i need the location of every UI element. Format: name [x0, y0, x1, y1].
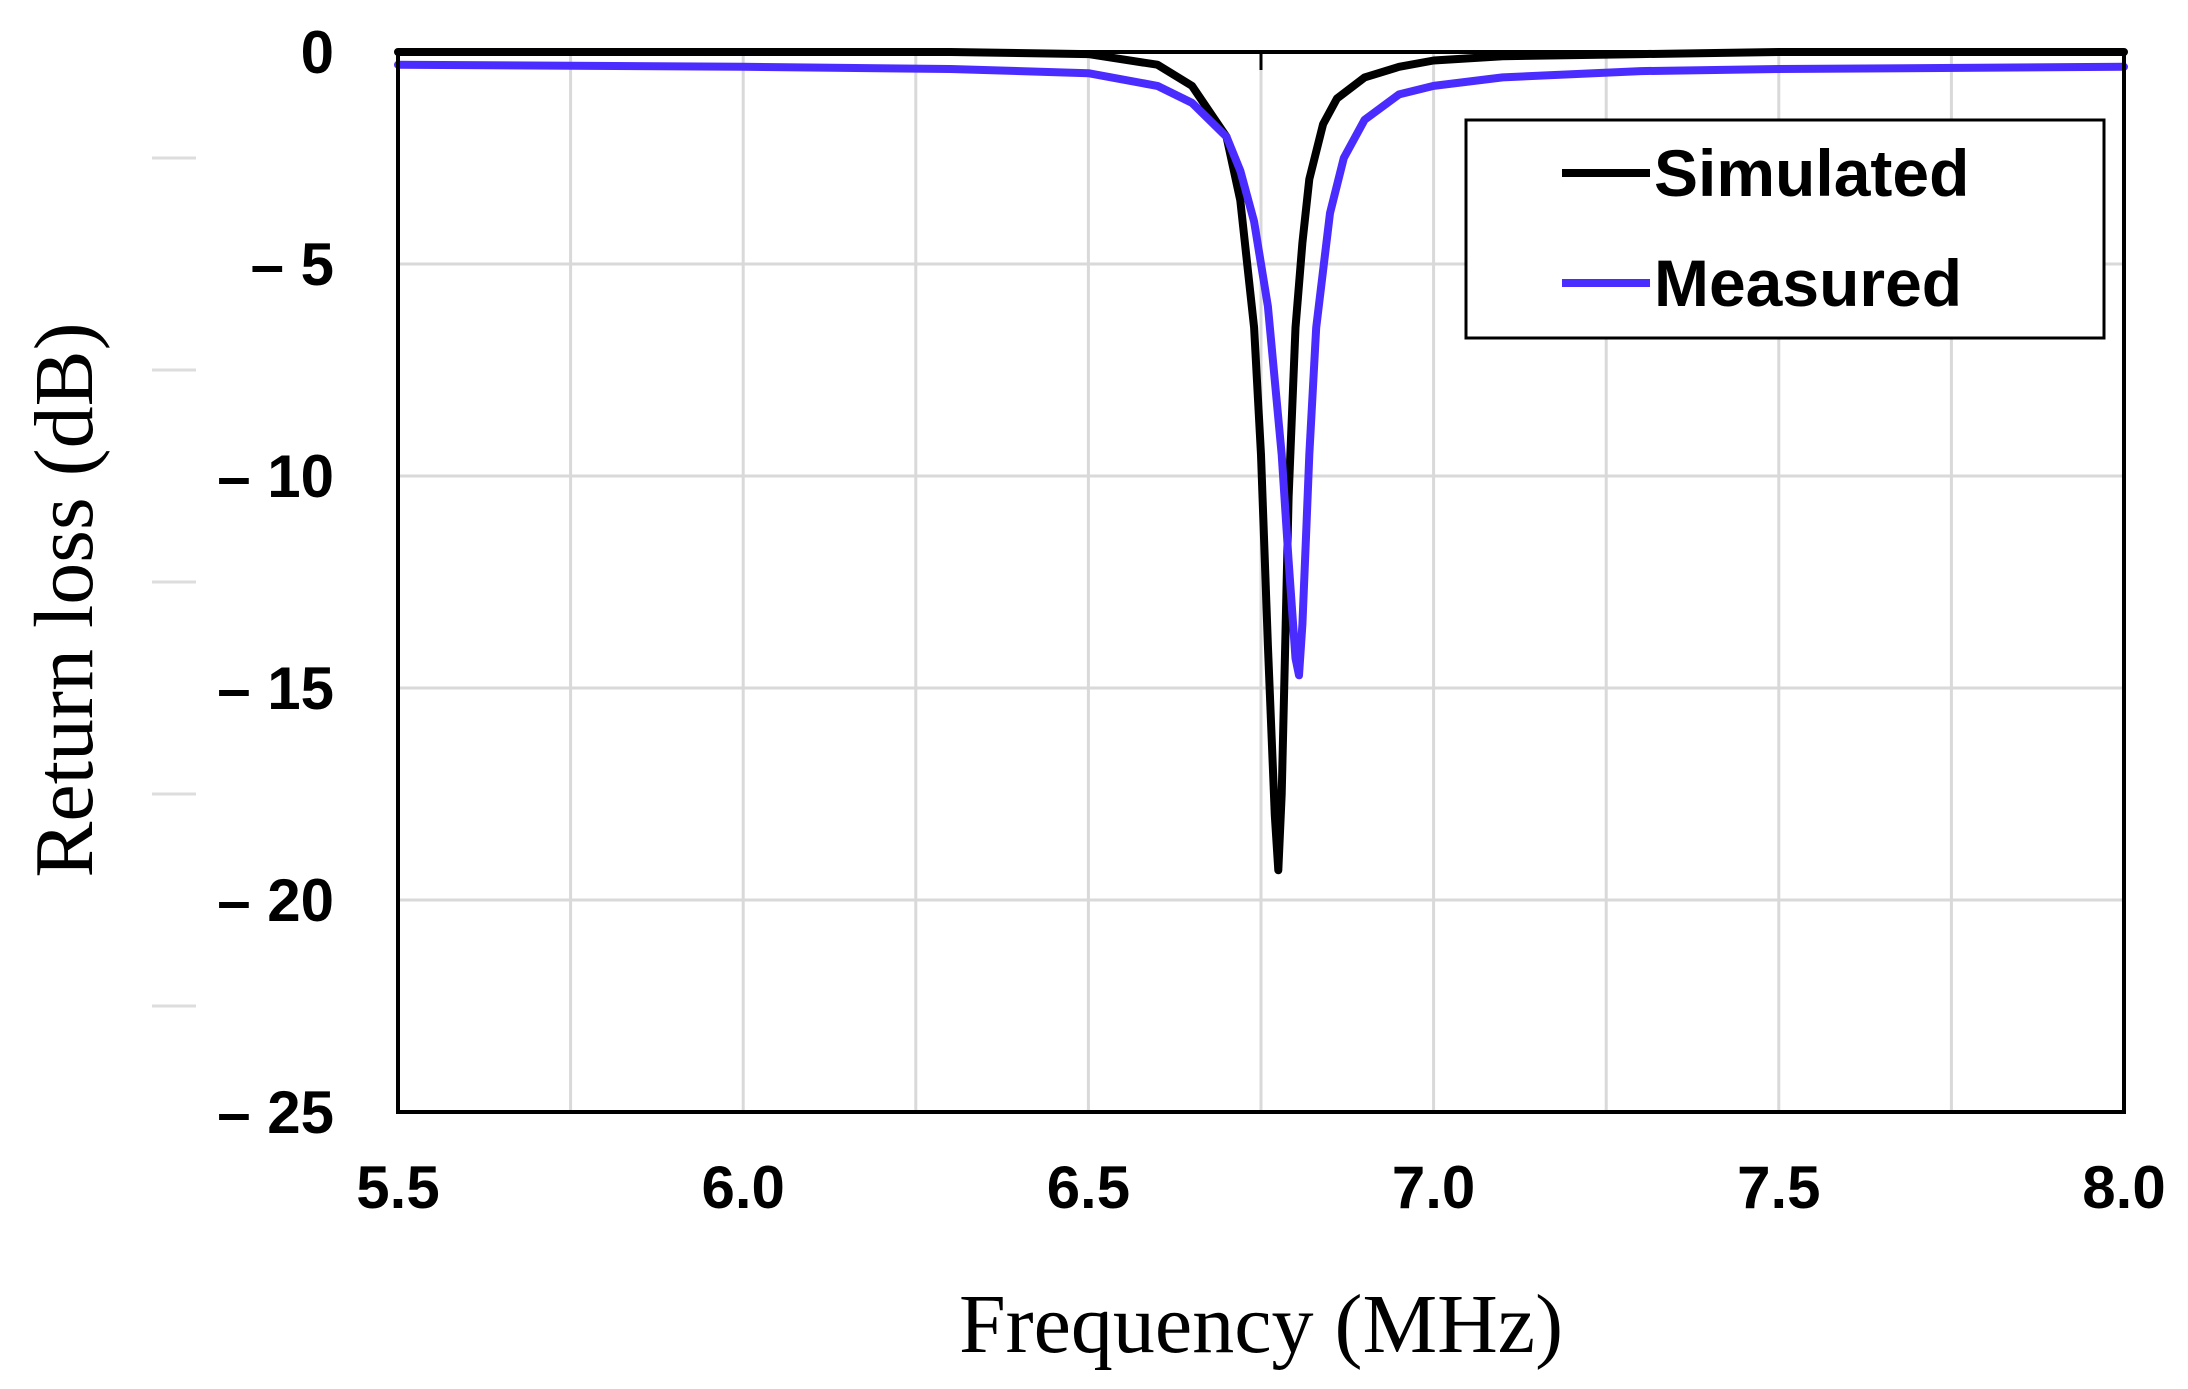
ticks-layer: [152, 52, 1263, 1008]
legend-label-simulated: Simulated: [1654, 136, 1969, 210]
y-tick-label: 0: [301, 19, 334, 86]
y-tick-labels: 0 – 5 – 10 – 15 – 20 – 25: [217, 19, 334, 1146]
x-tick-label: 5.5: [356, 1154, 439, 1221]
x-tick-label: 7.5: [1737, 1154, 1820, 1221]
x-axis-title: Frequency (MHz): [959, 1278, 1563, 1371]
x-tick-label: 7.0: [1392, 1154, 1475, 1221]
y-axis-title: Return loss (dB): [18, 322, 111, 877]
x-tick-label: 6.5: [1047, 1154, 1130, 1221]
y-tick-label: – 10: [217, 443, 334, 510]
x-tick-label: 8.0: [2082, 1154, 2165, 1221]
legend: Simulated Measured: [1464, 118, 2106, 340]
series-layer: [394, 48, 2128, 875]
x-tick-labels: 5.5 6.0 6.5 7.0 7.5 8.0: [356, 1154, 2165, 1221]
legend-label-measured: Measured: [1654, 246, 1962, 320]
series-line-measured: [394, 60, 2128, 680]
legend-box: [1464, 118, 2106, 340]
y-tick-label: – 15: [217, 655, 334, 722]
y-tick-label: – 20: [217, 867, 334, 934]
y-tick-label: – 5: [251, 231, 334, 298]
series-line-simulated: [394, 48, 2128, 875]
x-tick-label: 6.0: [701, 1154, 784, 1221]
y-tick-label: – 25: [217, 1079, 334, 1146]
